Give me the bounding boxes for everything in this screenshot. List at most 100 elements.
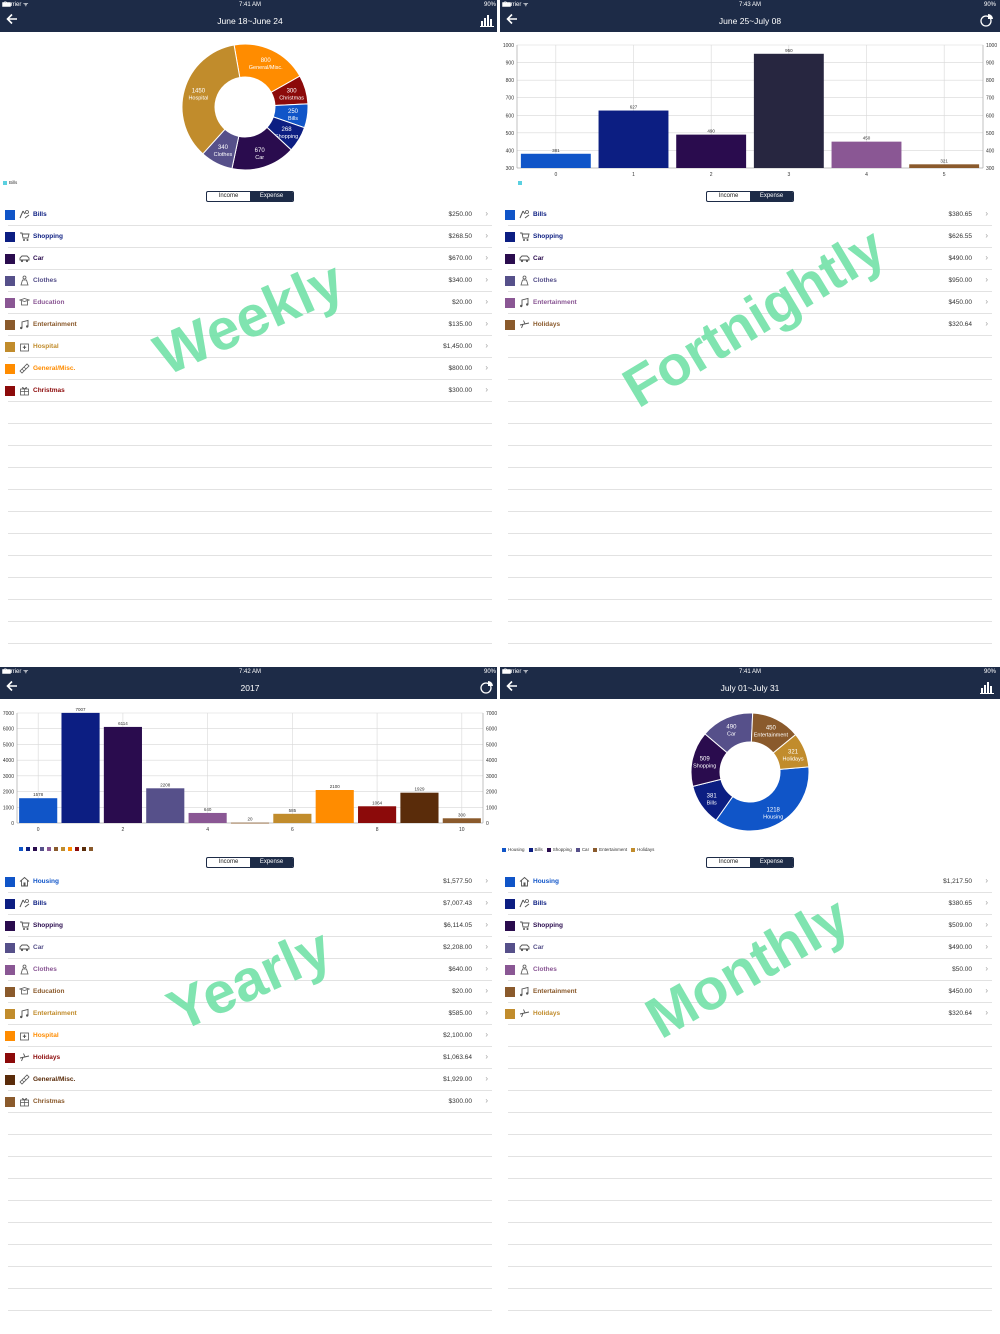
category-amount: $950.00	[948, 277, 973, 284]
y-tick-label-right: 700	[986, 96, 995, 102]
bar-chart-toggle-button[interactable]	[980, 680, 994, 694]
bar-5[interactable]	[230, 822, 270, 824]
category-row-shopping[interactable]: Shopping $268.50 ›	[5, 226, 492, 248]
category-row-shopping[interactable]: Shopping $6,114.05 ›	[5, 915, 492, 937]
category-row-hospital[interactable]: Hospital $2,100.00 ›	[5, 1025, 492, 1047]
back-button[interactable]	[6, 13, 18, 28]
category-row-car[interactable]: Car $490.00 ›	[505, 937, 992, 959]
income-segment[interactable]: Income	[718, 193, 739, 199]
bar-4[interactable]	[831, 141, 902, 168]
back-button[interactable]	[506, 680, 518, 695]
pie-chart-toggle-button[interactable]	[480, 680, 494, 694]
category-row-housing[interactable]: Housing $1,217.50 ›	[505, 871, 992, 893]
category-row-hospital[interactable]: Hospital $1,450.00 ›	[5, 336, 492, 358]
category-row-entertainment[interactable]: Entertainment $585.00 ›	[5, 1003, 492, 1025]
category-row-clothes[interactable]: Clothes $340.00 ›	[5, 270, 492, 292]
category-row-car[interactable]: Car $670.00 ›	[5, 248, 492, 270]
category-amount: $1,063.64	[443, 1054, 472, 1061]
category-row-shopping[interactable]: Shopping $509.00 ›	[505, 915, 992, 937]
bar-4[interactable]	[188, 812, 227, 823]
category-row-bills[interactable]: Bills $380.65 ›	[505, 204, 992, 226]
category-row-education[interactable]: Education $20.00 ›	[5, 981, 492, 1003]
category-row-holidays[interactable]: Holidays $320.64 ›	[505, 314, 992, 336]
pie-slice-hospital[interactable]	[181, 44, 241, 155]
category-row-clothes[interactable]: Clothes $640.00 ›	[5, 959, 492, 981]
clothes-icon	[20, 275, 29, 286]
empty-row	[8, 468, 492, 490]
income-segment[interactable]: Income	[218, 859, 239, 865]
expense-segment[interactable]: Expense	[750, 858, 793, 867]
bar-7[interactable]	[315, 790, 354, 823]
bar-3[interactable]	[753, 53, 824, 168]
bar-chart-toggle-button[interactable]	[480, 13, 494, 27]
category-row-car[interactable]: Car $2,208.00 ›	[5, 937, 492, 959]
income-segment[interactable]: Income	[718, 859, 739, 865]
slice-name-label: Shopping	[275, 134, 298, 140]
bar-2[interactable]	[103, 726, 142, 823]
category-list: Bills $380.65 › Shopping $626.55 › Car $490.00 ›…	[500, 204, 1000, 644]
category-row-christmas[interactable]: Christmas $300.00 ›	[5, 1091, 492, 1113]
category-row-holidays[interactable]: Holidays $1,063.64 ›	[5, 1047, 492, 1069]
entertainment-icon	[20, 1008, 29, 1019]
bar-0[interactable]	[520, 153, 591, 168]
back-button[interactable]	[6, 680, 18, 695]
category-color-swatch	[5, 1053, 15, 1063]
bar-0[interactable]	[19, 798, 58, 823]
category-row-car[interactable]: Car $490.00 ›	[505, 248, 992, 270]
category-color-swatch	[505, 987, 515, 997]
chevron-right-icon: ›	[485, 986, 488, 995]
category-color-swatch	[5, 320, 15, 330]
bar-8[interactable]	[358, 806, 397, 823]
category-row-entertainment[interactable]: Entertainment $450.00 ›	[505, 981, 992, 1003]
category-row-bills[interactable]: Bills $380.65 ›	[505, 893, 992, 915]
bar-1[interactable]	[61, 712, 100, 823]
category-row-christmas[interactable]: Christmas $300.00 ›	[5, 380, 492, 402]
chevron-right-icon: ›	[485, 876, 488, 885]
expense-segment[interactable]: Expense	[750, 192, 793, 201]
bar-value-label: 490	[707, 129, 715, 134]
clothes-icon	[520, 275, 529, 286]
category-row-general-misc[interactable]: General/Misc. $800.00 ›	[5, 358, 492, 380]
category-color-swatch	[5, 342, 15, 352]
category-row-housing[interactable]: Housing $1,577.50 ›	[5, 871, 492, 893]
category-row-shopping[interactable]: Shopping $626.55 ›	[505, 226, 992, 248]
category-row-entertainment[interactable]: Entertainment $135.00 ›	[5, 314, 492, 336]
income-segment[interactable]: Income	[218, 193, 239, 199]
y-tick-label-left: 0	[11, 821, 14, 827]
chevron-right-icon: ›	[485, 253, 488, 262]
category-row-bills[interactable]: Bills $7,007.43 ›	[5, 893, 492, 915]
bar-9[interactable]	[400, 792, 439, 823]
entertainment-icon	[520, 297, 529, 308]
slice-value-label: 490	[726, 724, 737, 730]
bar-6[interactable]	[273, 813, 312, 823]
empty-row	[8, 1113, 492, 1135]
pie-slice-housing[interactable]	[715, 766, 810, 832]
category-row-entertainment[interactable]: Entertainment $450.00 ›	[505, 292, 992, 314]
income-expense-toggle: Income Expense	[206, 857, 294, 868]
bar-1[interactable]	[598, 110, 669, 168]
expense-segment[interactable]: Expense	[250, 858, 293, 867]
category-row-holidays[interactable]: Holidays $320.64 ›	[505, 1003, 992, 1025]
empty-row	[508, 1289, 992, 1311]
bar-3[interactable]	[146, 788, 185, 823]
pie-chart-toggle-button[interactable]	[980, 13, 994, 27]
back-button[interactable]	[506, 13, 518, 28]
category-row-general-misc[interactable]: General/Misc. $1,929.00 ›	[5, 1069, 492, 1091]
category-name: Bills	[533, 211, 547, 218]
pie-slice-holidays[interactable]	[772, 733, 810, 770]
misc-icon	[19, 1074, 30, 1085]
category-name: Car	[533, 255, 544, 262]
category-amount: $50.00	[952, 966, 972, 973]
category-row-education[interactable]: Education $20.00 ›	[5, 292, 492, 314]
expense-segment[interactable]: Expense	[250, 192, 293, 201]
category-row-clothes[interactable]: Clothes $950.00 ›	[505, 270, 992, 292]
bar-5[interactable]	[909, 164, 980, 168]
slice-name-label: General/Misc.	[249, 65, 283, 71]
category-name: Entertainment	[33, 321, 77, 328]
bar-10[interactable]	[442, 818, 481, 823]
entertainment-icon	[520, 986, 529, 997]
bar-2[interactable]	[676, 134, 747, 168]
category-row-bills[interactable]: Bills $250.00 ›	[5, 204, 492, 226]
category-row-clothes[interactable]: Clothes $50.00 ›	[505, 959, 992, 981]
category-color-swatch	[505, 254, 515, 264]
